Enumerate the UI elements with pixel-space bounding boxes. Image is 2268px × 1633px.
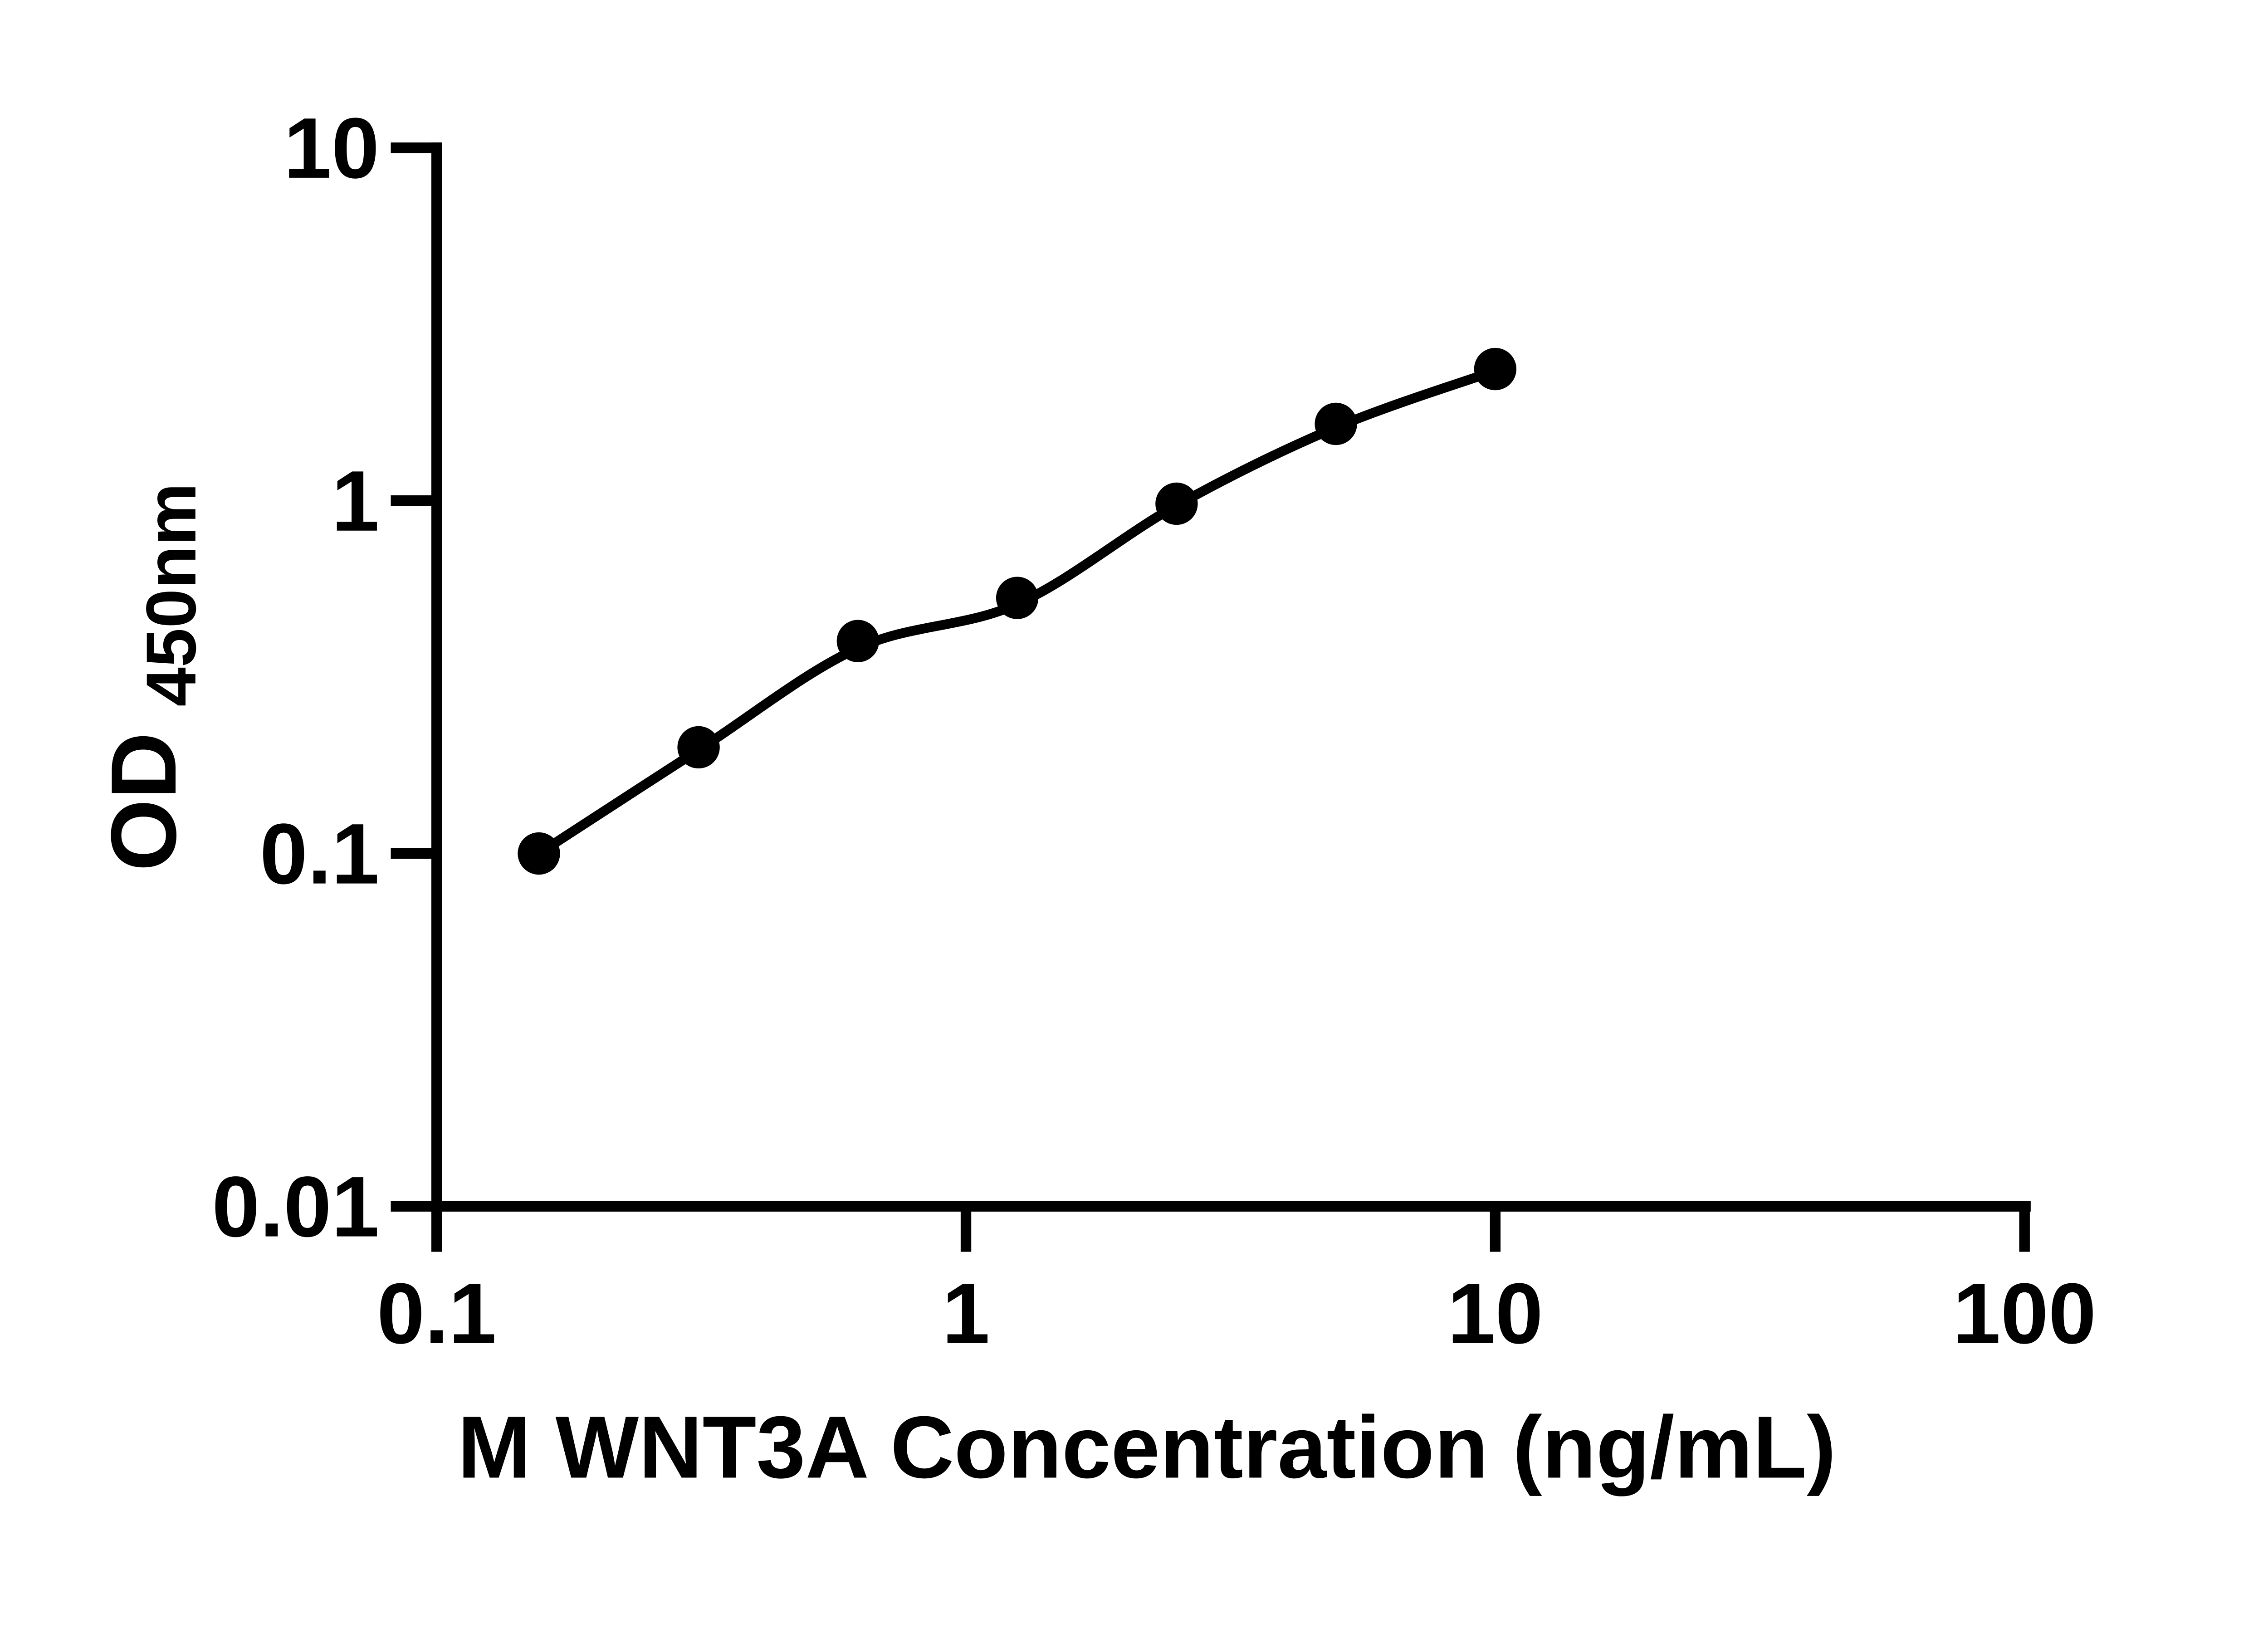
y-axis-title: OD 450nm [92,483,210,871]
data-point [1155,482,1198,525]
y-ticks: 10 1 0.1 0.01 [212,100,442,1255]
data-point [1474,347,1517,391]
standard-curve-chart: 10 1 0.1 0.01 0.1 1 10 100 OD 450nm M WNT3A Co… [92,100,2097,1497]
data-point [836,620,880,662]
y-axis-title-subscript: 450nm [132,483,210,707]
x-tick-label: 100 [1953,1266,2096,1362]
data-series [518,347,1517,875]
x-tick-label: 10 [1447,1266,1543,1362]
data-point [1315,402,1357,445]
plot-area: 10 1 0.1 0.01 0.1 1 10 100 [212,100,2096,1362]
x-tick-label: 0.1 [377,1266,497,1362]
y-tick-label: 1 [332,453,379,549]
y-tick-label: 0.1 [260,806,380,902]
figure: 10 1 0.1 0.01 0.1 1 10 100 OD 450nm M WNT3A Co… [92,100,2097,1497]
x-ticks: 0.1 1 10 100 [377,1206,2096,1362]
x-axis-title: M WNT3A Concentration (ng/mL) [458,1398,1836,1496]
data-point [677,726,720,769]
data-point [996,577,1039,619]
x-tick-label: 1 [942,1266,990,1362]
y-tick-label: 10 [284,100,379,196]
y-tick-label: 0.01 [212,1159,379,1255]
data-point [518,832,560,875]
y-axis-title-main: OD [92,732,196,871]
